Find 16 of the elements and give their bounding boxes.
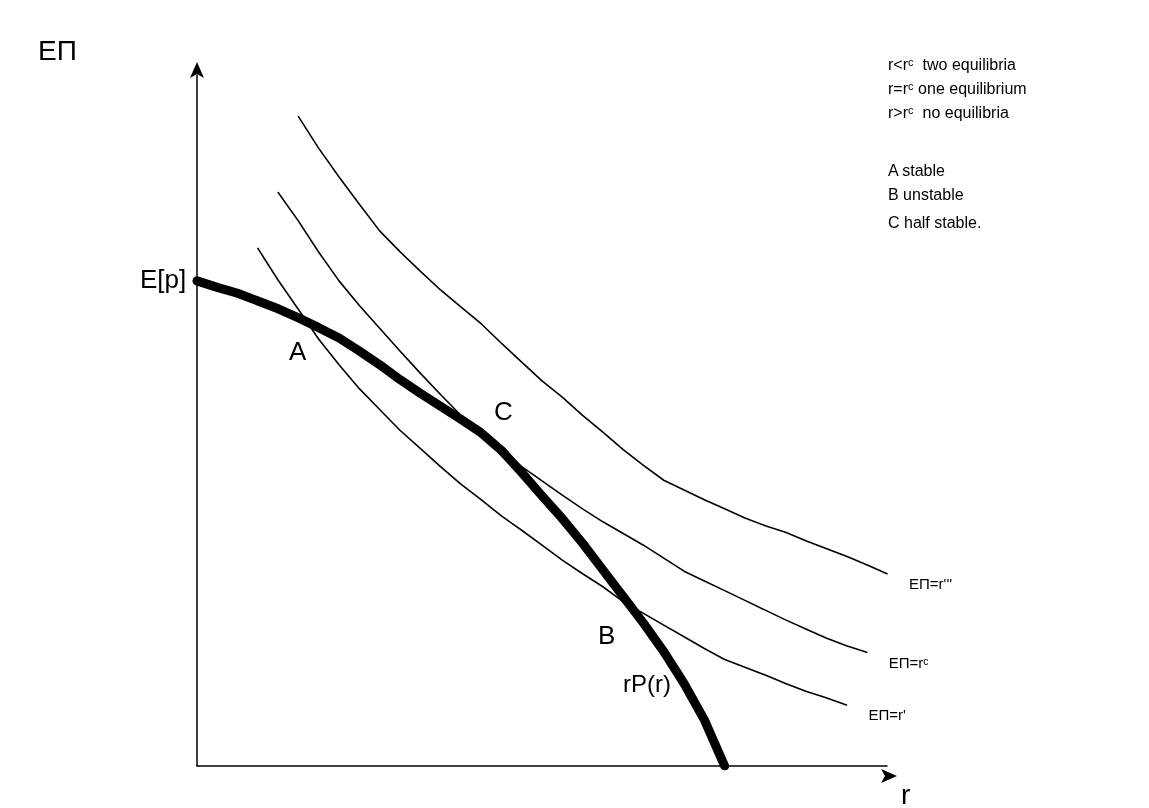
series-label: EΠ=r''' [909,575,953,593]
annotation: A [289,336,307,366]
series-label: rP(r) [623,670,672,698]
text: E[p] [140,264,187,294]
annotation: B [598,620,616,650]
text: r>rᶜ no equilibria [888,103,1009,121]
text: A stable [888,161,946,179]
text: r<rᶜ two equilibria [888,55,1017,73]
annotation: C [494,396,513,426]
y-axis-title: EΠ [38,34,77,66]
text: C half stable. [888,213,982,231]
series-label: EΠ=rᶜ [888,653,929,671]
text: B unstable [888,185,964,203]
series-label: EΠ=r' [868,706,906,724]
text: r=rᶜ one equilibrium [888,79,1027,97]
x-axis-title: r [901,778,911,808]
